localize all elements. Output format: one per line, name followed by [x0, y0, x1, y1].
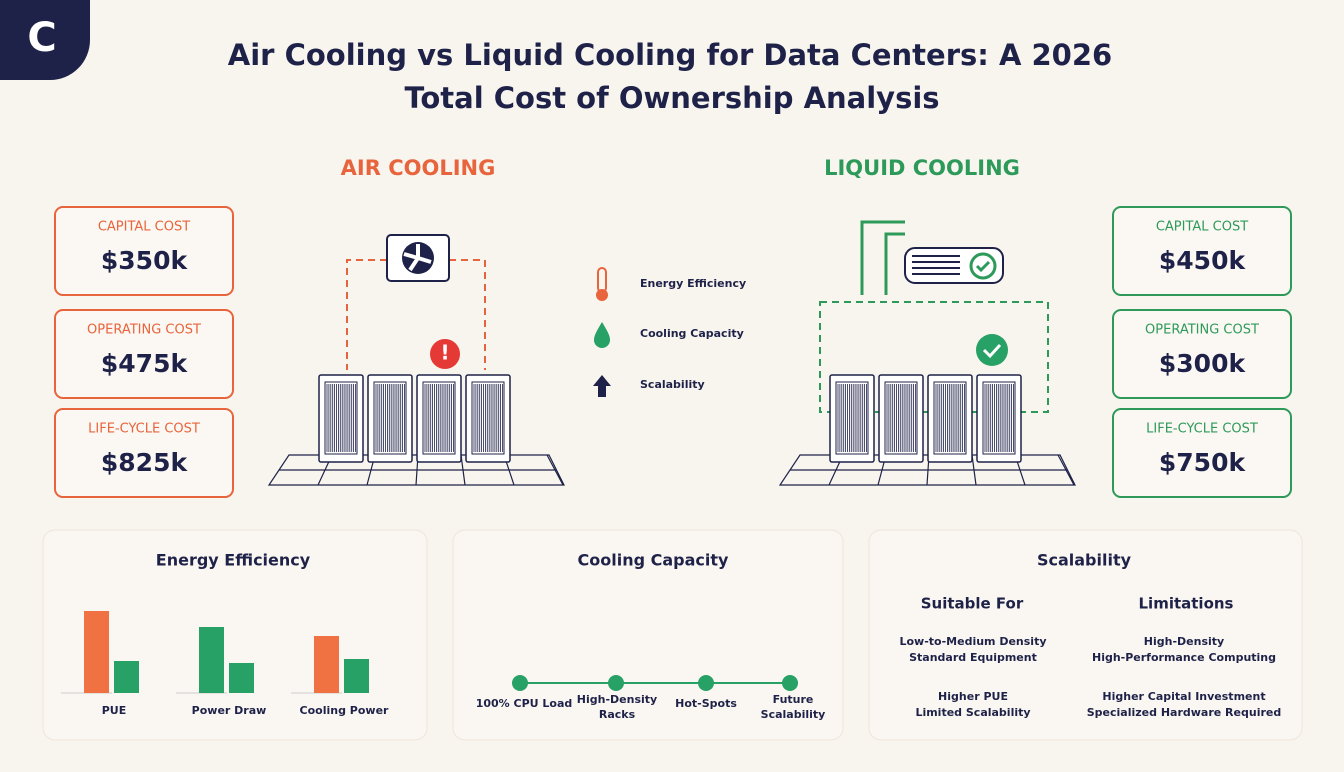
panel — [868, 529, 1303, 741]
column-text: High-Performance Computing — [1092, 651, 1276, 664]
cost-label: LIFE-CYCLE COST — [1146, 422, 1258, 437]
rack-vent — [373, 381, 407, 455]
legend-label: Cooling Capacity — [640, 327, 744, 340]
column-text: Higher PUE — [938, 690, 1008, 703]
bar — [84, 611, 109, 693]
panel — [452, 529, 844, 741]
title-line: Air Cooling vs Liquid Cooling for Data C… — [228, 38, 1112, 72]
rack — [318, 374, 364, 463]
cost-label: OPERATING COST — [1145, 323, 1259, 338]
step-label: Scalability — [761, 708, 826, 721]
rack-lines — [326, 384, 356, 452]
cost-value: $350k — [101, 246, 189, 275]
rack — [465, 374, 511, 463]
legend-label: Scalability — [640, 378, 705, 391]
step-dot — [698, 675, 714, 691]
column-text: High-Density — [1144, 635, 1224, 648]
rack-lines — [984, 384, 1014, 452]
cost-label: OPERATING COST — [87, 323, 201, 338]
rack — [927, 374, 973, 463]
section-heading: LIQUID COOLING — [824, 156, 1020, 180]
column-heading: Limitations — [1139, 595, 1234, 613]
column-text: Limited Scalability — [915, 706, 1030, 719]
bar-label: Power Draw — [192, 704, 267, 717]
rack — [829, 374, 875, 463]
column-text: Standard Equipment — [909, 651, 1037, 664]
bar — [114, 661, 139, 693]
step-label: Racks — [599, 708, 636, 721]
column-heading: Suitable For — [921, 595, 1024, 613]
svg-text:!: ! — [440, 341, 449, 365]
step-label: High-Density — [577, 693, 657, 706]
bar — [199, 627, 224, 693]
cost-label: CAPITAL COST — [98, 220, 190, 235]
rack-lines — [424, 384, 454, 452]
rack-lines — [935, 384, 965, 452]
rack-vent — [982, 381, 1016, 455]
section-heading: AIR COOLING — [341, 156, 496, 180]
logo: C — [27, 15, 56, 61]
cost-value: $450k — [1159, 246, 1247, 275]
rack — [976, 374, 1022, 463]
cost-card — [1112, 408, 1292, 498]
step-label: Hot-Spots — [675, 697, 737, 710]
rack-vent — [835, 381, 869, 455]
step-dot — [782, 675, 798, 691]
liquid-illustration — [819, 220, 1049, 413]
panel-title: Cooling Capacity — [578, 551, 730, 570]
legend-icons — [593, 267, 611, 397]
rack-lines — [837, 384, 867, 452]
cost-label: LIFE-CYCLE COST — [88, 422, 200, 437]
bar-label: PUE — [102, 704, 127, 717]
rack-vent — [471, 381, 505, 455]
column-text: Specialized Hardware Required — [1087, 706, 1281, 719]
cost-value: $825k — [101, 448, 189, 477]
cost-card — [54, 408, 234, 498]
cost-card — [1112, 309, 1292, 399]
cost-value: $475k — [101, 349, 189, 378]
air-illustration: ! — [346, 234, 486, 370]
bar — [314, 636, 339, 693]
column-text: Low-to-Medium Density — [899, 635, 1046, 648]
rack-lines — [473, 384, 503, 452]
cost-value: $750k — [1159, 448, 1247, 477]
cost-value: $300k — [1159, 349, 1247, 378]
rack-lines — [886, 384, 916, 452]
cost-card — [54, 309, 234, 399]
rack-vent — [422, 381, 456, 455]
rack-vent — [324, 381, 358, 455]
cost-card — [1112, 206, 1292, 296]
cost-label: CAPITAL COST — [1156, 220, 1248, 235]
step-dot — [512, 675, 528, 691]
step-label: Future — [773, 693, 814, 706]
rack — [416, 374, 462, 463]
step-label: 100% CPU Load — [476, 697, 573, 710]
bar — [344, 659, 369, 693]
rack-vent — [933, 381, 967, 455]
logo-badge — [0, 0, 90, 80]
legend-label: Energy Efficiency — [640, 277, 746, 290]
step-dot — [608, 675, 624, 691]
panel-title: Scalability — [1037, 551, 1132, 570]
column-text: Higher Capital Investment — [1102, 690, 1265, 703]
title-line: Total Cost of Ownership Analysis — [404, 81, 939, 115]
panel-title: Energy Efficiency — [156, 551, 311, 570]
floor-grid — [778, 454, 1076, 486]
rack — [878, 374, 924, 463]
cost-card — [54, 206, 234, 296]
bar — [229, 663, 254, 693]
floor-grid — [267, 454, 565, 486]
rack-vent — [884, 381, 918, 455]
rack — [367, 374, 413, 463]
bar-label: Cooling Power — [300, 704, 390, 717]
rack-lines — [375, 384, 405, 452]
